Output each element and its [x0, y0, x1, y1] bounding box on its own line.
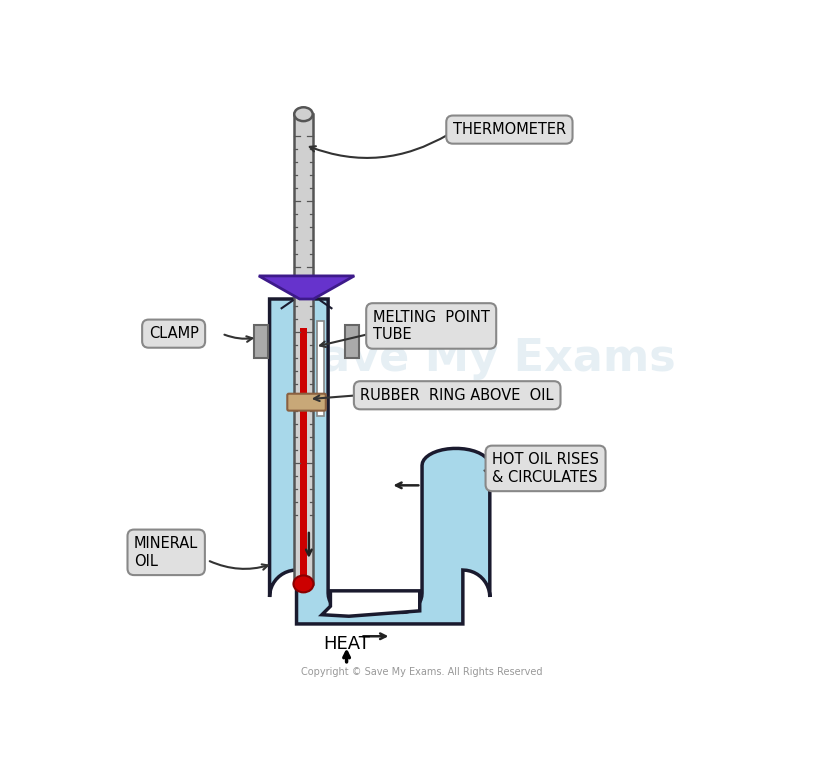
Polygon shape: [270, 299, 490, 624]
Text: MELTING  POINT
TUBE: MELTING POINT TUBE: [372, 310, 490, 342]
Text: THERMOMETER: THERMOMETER: [453, 122, 566, 137]
Text: CLAMP: CLAMP: [149, 326, 199, 341]
Text: MINERAL
OIL: MINERAL OIL: [134, 536, 198, 568]
FancyBboxPatch shape: [288, 394, 326, 411]
Bar: [299, 328, 307, 574]
Ellipse shape: [293, 575, 313, 592]
Ellipse shape: [294, 107, 312, 121]
Text: RUBBER  RING ABOVE  OIL: RUBBER RING ABOVE OIL: [360, 388, 554, 403]
Polygon shape: [259, 276, 354, 299]
Bar: [254, 325, 268, 357]
Text: HOT OIL RISES
& CIRCULATES: HOT OIL RISES & CIRCULATES: [492, 452, 599, 485]
Text: HEAT: HEAT: [323, 635, 370, 653]
Bar: [345, 325, 359, 357]
Text: Copyright © Save My Exams. All Rights Reserved: Copyright © Save My Exams. All Rights Re…: [301, 667, 542, 677]
Bar: [316, 321, 324, 416]
Polygon shape: [322, 591, 420, 616]
Text: Save My Exams: Save My Exams: [289, 337, 676, 380]
Bar: [294, 114, 312, 584]
